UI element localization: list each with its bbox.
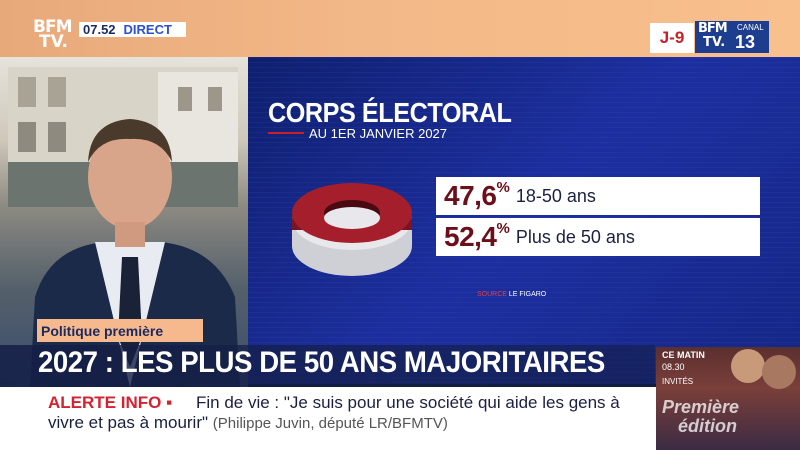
partner-channel-badge: BFM TV. CANAL 13 — [695, 21, 769, 53]
partner-label: CANAL — [737, 23, 764, 32]
bfmtv-logo: BFM TV. — [33, 17, 77, 56]
promo-line1: CE MATIN — [662, 350, 705, 360]
promo-line3: INVITÉS — [662, 377, 694, 386]
headline-background — [0, 345, 655, 387]
guest-photo — [762, 355, 796, 389]
promo-title1: Première — [662, 397, 740, 417]
program-tag: Politique première — [37, 319, 203, 342]
guest-photo — [731, 349, 765, 383]
ticker-line-1: Fin de vie : "Je suis pour une société q… — [196, 393, 620, 412]
partner-logo-line2: TV. — [703, 35, 726, 50]
partner-logo-line1: BFM — [698, 21, 728, 36]
stat-percent: 47,6 — [444, 180, 497, 211]
promo-title2: édition — [678, 416, 737, 436]
stat-label: Plus de 50 ans — [515, 226, 635, 247]
title-accent-line — [268, 132, 304, 134]
live-label: DIRECT — [123, 22, 172, 37]
partner-number: 13 — [735, 32, 756, 52]
promo-line2: 08.30 — [662, 362, 685, 372]
alert-label: ALERTE INFO ▪ — [48, 393, 173, 412]
logo-line1: BFM — [33, 17, 73, 37]
countdown-badge: J-9 — [650, 23, 694, 53]
ticker-quote-end: vivre et pas à mourir" — [48, 413, 209, 432]
graphic-subtitle: AU 1ER JANVIER 2027 — [309, 126, 448, 141]
building-backdrop — [8, 67, 238, 207]
ticker-line-2: vivre et pas à mourir" (Philippe Juvin, … — [48, 413, 448, 433]
headline: 2027 : LES PLUS DE 50 ANS MAJORITAIRES — [38, 346, 605, 379]
source-credit: SOURCE LE FIGARO — [477, 291, 546, 298]
stat-row-young: 47,6 % 18-50 ans — [436, 177, 760, 215]
promo-box: CE MATIN 08.30 INVITÉS Première édition — [656, 347, 800, 450]
ticker-attribution: (Philippe Juvin, député LR/BFMTV) — [212, 415, 448, 432]
logo-line2: TV. — [39, 32, 69, 52]
stat-row-old: 52,4 % Plus de 50 ans — [436, 218, 760, 256]
stat-percent-sign: % — [496, 220, 510, 237]
source-name: LE FIGARO — [508, 291, 547, 298]
presenter — [30, 119, 240, 387]
stat-percent-sign: % — [496, 179, 510, 196]
stat-label: 18-50 ans — [515, 185, 596, 206]
time-live-badge: 07.52 DIRECT — [79, 22, 186, 37]
graphic-title: CORPS ÉLECTORAL — [268, 97, 512, 128]
stat-percent: 52,4 — [444, 221, 497, 252]
news-ticker — [0, 387, 656, 450]
clock-time: 07.52 — [83, 22, 116, 37]
donut-chart — [292, 183, 412, 276]
alert-text: ALERTE INFO — [48, 393, 162, 412]
source-label: SOURCE — [477, 291, 507, 298]
